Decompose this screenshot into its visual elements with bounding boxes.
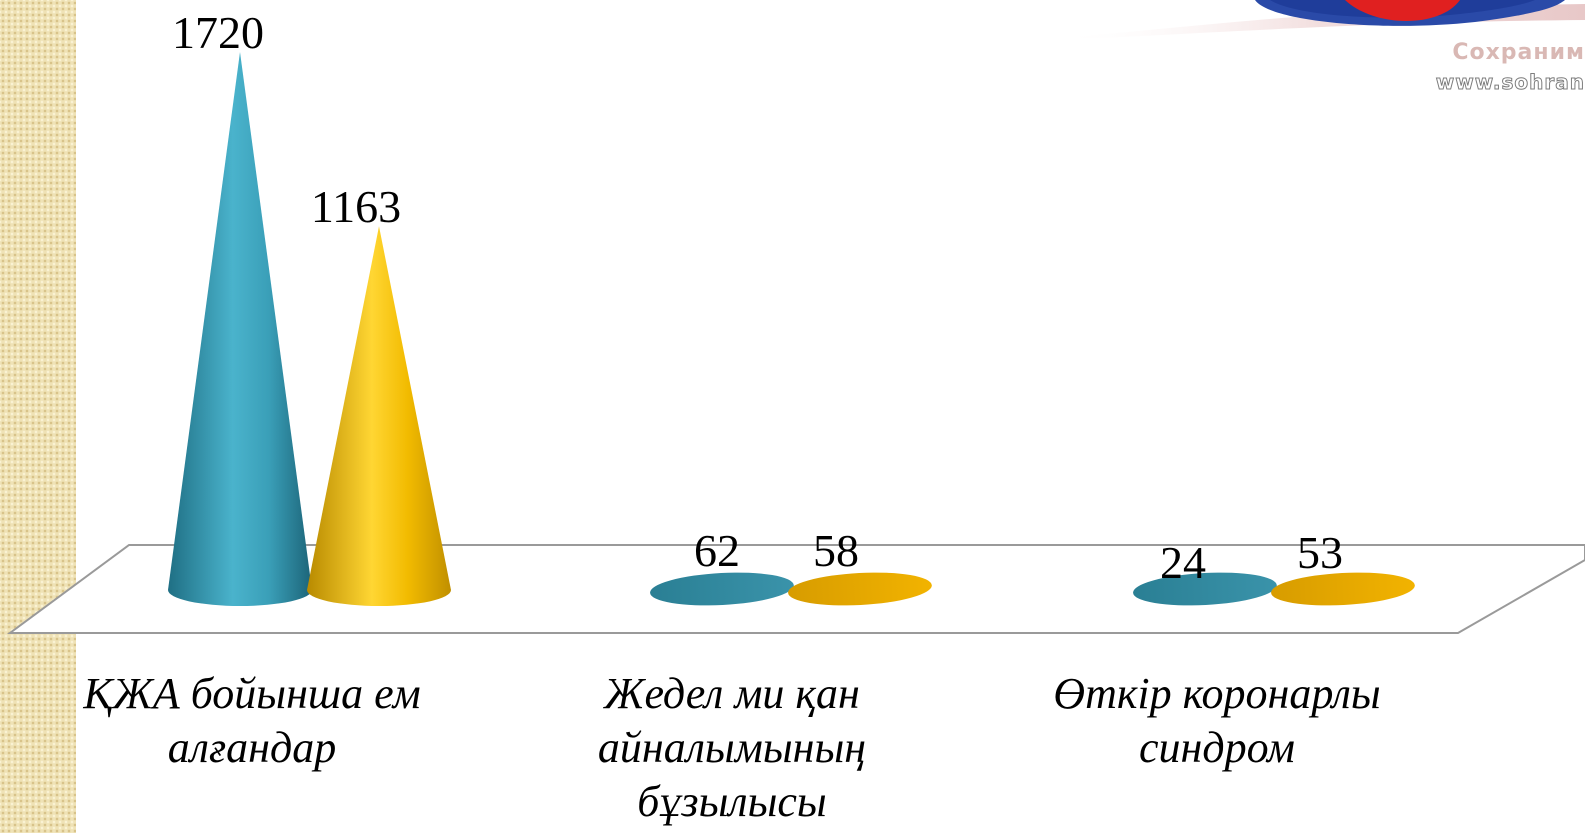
category-label-acs: Өткір коронарлы синдром <box>1053 669 1381 772</box>
category-label-stroke: Жедел ми қан айналымының бұзылысы <box>597 669 867 826</box>
watermark-logo: Сохраним www.sohran <box>1055 0 1585 100</box>
cone-series1-3 <box>1133 572 1277 606</box>
data-label-5: 58 <box>813 525 859 576</box>
data-label-4: 1163 <box>311 181 401 232</box>
cone-series2-2 <box>788 572 932 606</box>
data-label-2: 62 <box>694 525 740 576</box>
cone-series1-2 <box>650 572 794 606</box>
watermark-url: www.sohran <box>1435 70 1585 95</box>
cone-series2-1 <box>307 226 451 606</box>
watermark-text-line1: Сохраним <box>1452 40 1585 65</box>
cone-series2-3 <box>1271 572 1415 606</box>
data-label-6: 53 <box>1297 527 1343 578</box>
heart-logo-icon <box>1055 0 1585 40</box>
decorative-side-strip <box>0 0 76 833</box>
category-label-kza: ҚЖА бойынша ем алғандар <box>83 669 421 772</box>
cone-series1-1 <box>168 52 312 606</box>
data-label-1: 1720 <box>172 7 264 58</box>
data-label-3: 24 <box>1160 537 1206 588</box>
